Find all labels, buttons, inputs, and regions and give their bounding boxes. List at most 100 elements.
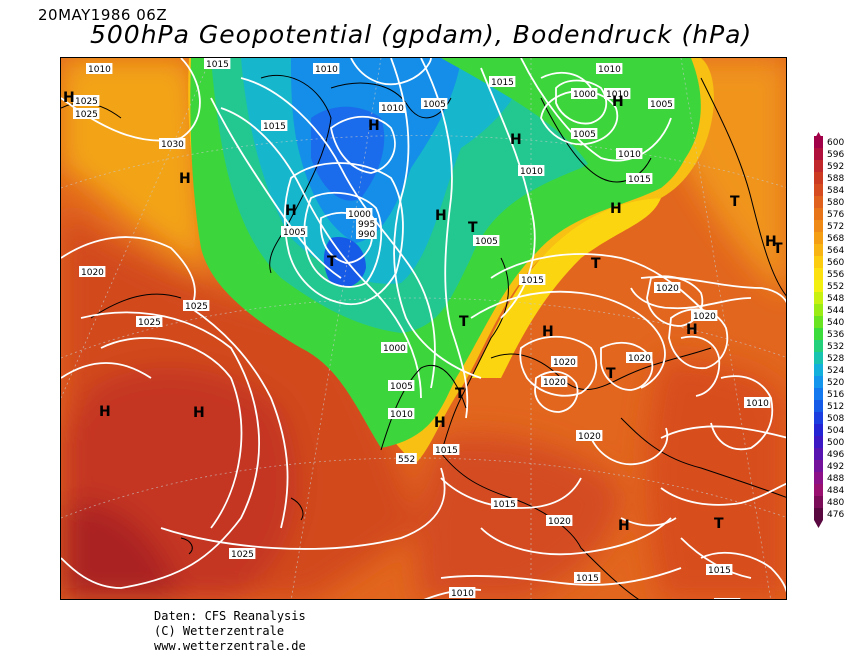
legend-label: 492 <box>827 462 844 472</box>
svg-text:1015: 1015 <box>493 500 516 510</box>
svg-text:1025: 1025 <box>231 550 254 560</box>
svg-text:1030: 1030 <box>161 140 184 150</box>
legend-swatch <box>814 232 823 244</box>
isobar-label: 1020 <box>541 376 568 388</box>
svg-text:1010: 1010 <box>451 589 474 599</box>
low-pressure-marker: T <box>606 366 616 382</box>
graticule <box>61 58 786 599</box>
legend-label: 576 <box>827 210 844 220</box>
isobar-label: 1025 <box>73 108 100 120</box>
svg-text:1010: 1010 <box>606 90 629 100</box>
legend-bottom-arrow <box>814 520 823 528</box>
isobar-label: 1025 <box>73 95 100 107</box>
legend-label: 524 <box>827 366 844 376</box>
svg-text:1000: 1000 <box>383 344 406 354</box>
legend-label: 540 <box>827 318 844 328</box>
isobar-label: 1010 <box>313 63 340 75</box>
legend-svg: 600 596 592 588 584 580 576 572 568 564 560 556 552 5… <box>814 132 844 528</box>
high-pressure-marker: H <box>435 208 447 224</box>
isobar-labels: 1025 1025 1030 1015 1010 1010 1005 1015 1000 1005… <box>73 58 771 599</box>
isobar-label: 1020 <box>654 282 681 294</box>
legend-label: 556 <box>827 270 844 280</box>
svg-text:1010: 1010 <box>390 410 413 420</box>
legend-swatch <box>814 208 823 220</box>
high-pressure-marker: H <box>285 203 297 219</box>
isobar-label: 1015 <box>489 76 516 88</box>
svg-text:1005: 1005 <box>573 130 596 140</box>
legend-label: 592 <box>827 162 844 172</box>
legend-label: 600 <box>827 138 844 148</box>
legend-label: 536 <box>827 330 844 340</box>
isobar-label: 990 <box>356 228 377 240</box>
svg-text:1005: 1005 <box>283 228 306 238</box>
svg-text:1010: 1010 <box>88 65 111 75</box>
isobar-label: 1005 <box>388 380 415 392</box>
isobar-label: 1005 <box>571 128 598 140</box>
isobars <box>61 58 786 599</box>
legend-swatch <box>814 460 823 472</box>
isobar-label: 1005 <box>473 235 500 247</box>
legend-swatch <box>814 496 823 508</box>
color-legend: 600 596 592 588 584 580 576 572 568 564 560 556 552 5… <box>812 132 850 536</box>
isobar-label: 1025 <box>136 316 163 328</box>
low-pressure-marker: T <box>591 256 601 272</box>
svg-text:552: 552 <box>398 455 415 465</box>
chart-date: 20MAY1986 06Z <box>38 6 168 24</box>
legend-swatch <box>814 352 823 364</box>
legend-swatch <box>814 412 823 424</box>
svg-text:1000: 1000 <box>573 90 596 100</box>
isobar-label: 1025 <box>183 300 210 312</box>
footer: Daten: CFS Reanalysis (C) Wetterzentrale… <box>154 609 306 654</box>
legend-label: 588 <box>827 174 844 184</box>
svg-text:1010: 1010 <box>746 399 769 409</box>
isobar-label: 1020 <box>691 310 718 322</box>
svg-text:1020: 1020 <box>693 312 716 322</box>
svg-text:1020: 1020 <box>578 432 601 442</box>
website-link[interactable]: www.wetterzentrale.de <box>154 639 306 653</box>
isobar-label: 1020 <box>546 515 573 527</box>
legend-swatch <box>814 364 823 376</box>
isobar-label: 1005 <box>421 98 448 110</box>
isobar-label: 1010 <box>388 408 415 420</box>
legend-label: 580 <box>827 198 844 208</box>
svg-text:1015: 1015 <box>206 60 229 70</box>
svg-text:1015: 1015 <box>708 566 731 576</box>
isobar-label: 1020 <box>79 266 106 278</box>
weather-map: 1025 1025 1030 1015 1010 1010 1005 1015 1000 1005… <box>60 57 787 600</box>
svg-text:1020: 1020 <box>81 268 104 278</box>
isobar-label: 552 <box>396 453 417 465</box>
low-pressure-marker: T <box>455 386 465 402</box>
legend-label: 548 <box>827 294 844 304</box>
legend-swatch <box>814 328 823 340</box>
legend-label: 584 <box>827 186 844 196</box>
legend-swatch <box>814 268 823 280</box>
svg-text:1020: 1020 <box>543 378 566 388</box>
legend-swatch <box>814 316 823 328</box>
isobar-label: 1015 <box>491 498 518 510</box>
legend-swatch <box>814 472 823 484</box>
svg-text:1020: 1020 <box>656 284 679 294</box>
isobar-label: 1010 <box>744 397 771 409</box>
legend-label: 572 <box>827 222 844 232</box>
legend-label: 516 <box>827 390 844 400</box>
legend-swatch <box>814 220 823 232</box>
low-pressure-marker: T <box>468 220 478 236</box>
isobar-label: 1015 <box>204 58 231 70</box>
geopotential-field <box>61 58 786 599</box>
legend-label: 476 <box>827 510 844 520</box>
legend-swatch <box>814 304 823 316</box>
isobar-label: 1005 <box>648 98 675 110</box>
high-pressure-marker: H <box>99 404 111 420</box>
isobar-label: 1025 <box>229 548 256 560</box>
high-pressure-marker: H <box>434 415 446 431</box>
isobar-label: 1015 <box>706 564 733 576</box>
legend-swatch <box>814 448 823 460</box>
isobar-label: 1020 <box>576 430 603 442</box>
svg-text:1020: 1020 <box>548 517 571 527</box>
legend-label: 532 <box>827 342 844 352</box>
isobar-label: 1000 <box>346 208 373 220</box>
legend-label: 512 <box>827 402 844 412</box>
legend-swatch <box>814 292 823 304</box>
high-pressure-marker: H <box>179 171 191 187</box>
